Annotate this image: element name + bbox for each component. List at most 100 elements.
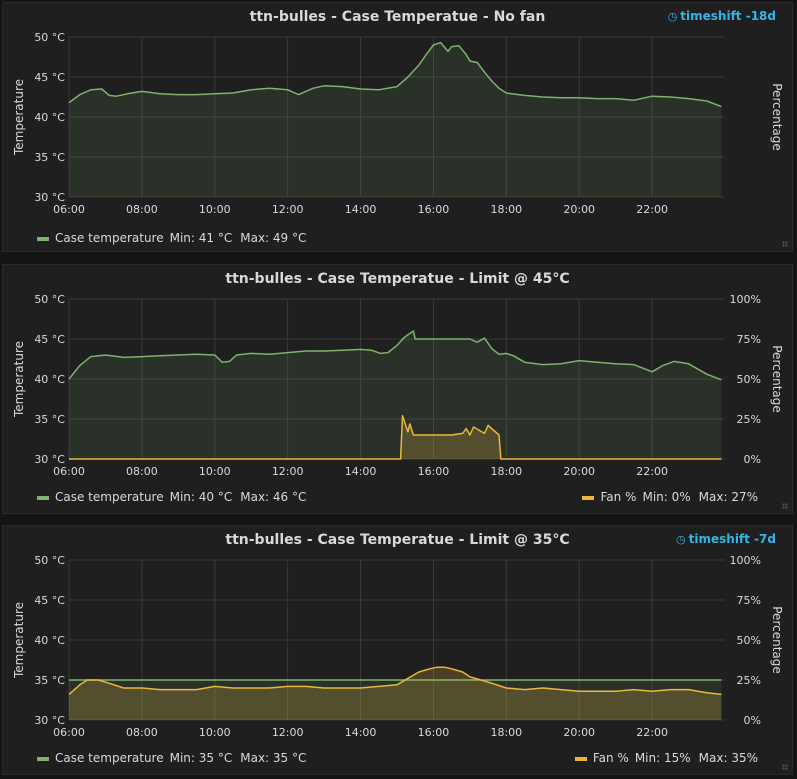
resize-handle[interactable]: [782, 764, 788, 770]
series-area-fan: [69, 667, 722, 720]
y-tick-label: 40 °C: [34, 111, 65, 124]
legend-fan-percent[interactable]: Fan % Min: 0% Max: 27%: [582, 490, 766, 504]
legend-max: Max: 35%: [698, 751, 758, 765]
y2-tick-label: 25%: [737, 413, 761, 426]
legend-min: Min: 41 °C: [169, 231, 233, 245]
y2-tick-label: 75%: [737, 594, 761, 607]
series-line-fan: [68, 666, 722, 696]
series-area-temperature: [69, 331, 722, 459]
x-tick-label: 22:00: [636, 726, 668, 739]
x-tick-label: 06:00: [53, 726, 85, 739]
x-tick-label: 12:00: [272, 726, 304, 739]
y-tick-label: 40 °C: [34, 373, 65, 386]
y2-tick-label: 75%: [737, 333, 761, 346]
legend-swatch: [574, 756, 587, 761]
legend-min: Min: 0%: [642, 490, 691, 504]
y2-axis-label: Percentage: [770, 606, 784, 674]
x-tick-label: 10:00: [199, 465, 231, 478]
y-tick-label: 35 °C: [34, 151, 65, 164]
legend-min: Min: 40 °C: [169, 490, 233, 504]
timeshift-badge: ◷ timeshift -7d: [676, 532, 776, 546]
y-tick-label: 50 °C: [34, 31, 65, 44]
legend-min: Min: 15%: [634, 751, 691, 765]
y-axis-label: Temperature: [12, 602, 26, 679]
x-tick-label: 18:00: [490, 726, 522, 739]
panel-title[interactable]: ttn-bulles - Case Temperatue - No fan: [249, 9, 546, 25]
y2-tick-label: 0%: [744, 714, 761, 727]
y-tick-label: 50 °C: [34, 293, 65, 306]
series-line-fan: [69, 415, 722, 460]
legend-series-name: Fan %: [600, 490, 637, 504]
chart-limit-45: 30 °C 35 °C 40 °C 45 °C 50 °C 0% 25% 50% 75% 100%…: [12, 293, 784, 478]
x-tick-label: 06:00: [53, 203, 85, 216]
timeshift-label: timeshift -7d: [688, 532, 776, 546]
panel-title[interactable]: ttn-bulles - Case Temperatue - Limit @ 4…: [225, 271, 570, 287]
x-tick-label: 18:00: [490, 203, 522, 216]
legend-series-name: Case temperature: [55, 490, 164, 504]
legend-max: Max: 35 °C: [240, 751, 307, 765]
x-tick-label: 20:00: [563, 465, 595, 478]
timeshift-badge: ◷ timeshift -18d: [668, 9, 776, 23]
x-tick-label: 12:00: [272, 465, 304, 478]
x-tick-label: 10:00: [199, 203, 231, 216]
legend-min: Min: 35 °C: [169, 751, 233, 765]
legend-swatch: [582, 495, 595, 500]
legend-series-name: Case temperature: [55, 231, 164, 245]
x-tick-label: 22:00: [636, 203, 668, 216]
x-tick-label: 16:00: [418, 465, 450, 478]
panel-limit-35: ttn-bulles - Case Temperatue - Limit @ 3…: [2, 525, 793, 775]
x-tick-label: 14:00: [345, 465, 377, 478]
timeshift-label: timeshift -18d: [680, 9, 776, 23]
resize-handle[interactable]: [782, 241, 788, 247]
legend-case-temperature[interactable]: Case temperature Min: 41 °C Max: 49 °C: [37, 231, 314, 245]
legend-max: Max: 27%: [698, 490, 758, 504]
legend-case-temperature[interactable]: Case temperature Min: 40 °C Max: 46 °C: [37, 490, 314, 504]
panel-title[interactable]: ttn-bulles - Case Temperatue - Limit @ 3…: [225, 532, 570, 548]
series-line-temperature: [68, 330, 722, 381]
x-tick-label: 20:00: [563, 726, 595, 739]
y2-axis-label: Percentage: [770, 345, 784, 413]
y2-tick-label: 100%: [730, 293, 761, 306]
y-tick-label: 35 °C: [34, 413, 65, 426]
clock-icon: ◷: [676, 533, 686, 546]
resize-handle[interactable]: [782, 503, 788, 509]
x-tick-label: 08:00: [126, 203, 158, 216]
y-tick-label: 45 °C: [34, 594, 65, 607]
y2-tick-label: 50%: [737, 634, 761, 647]
x-tick-label: 18:00: [490, 465, 522, 478]
x-tick-label: 10:00: [199, 726, 231, 739]
y-tick-label: 30 °C: [34, 453, 65, 466]
x-tick-label: 14:00: [345, 726, 377, 739]
series-area-temperature: [69, 42, 722, 197]
legend-fan-percent[interactable]: Fan % Min: 15% Max: 35%: [574, 751, 766, 765]
panel-limit-45: ttn-bulles - Case Temperatue - Limit @ 4…: [2, 264, 793, 514]
clock-icon: ◷: [667, 10, 678, 23]
legend-max: Max: 49 °C: [240, 231, 307, 245]
y-tick-label: 45 °C: [34, 71, 65, 84]
x-tick-label: 12:00: [272, 203, 304, 216]
legend-series-name: Fan %: [592, 751, 629, 765]
x-tick-label: 08:00: [126, 726, 158, 739]
legend-swatch: [37, 236, 49, 241]
y2-tick-label: 100%: [730, 554, 761, 567]
x-tick-label: 06:00: [53, 465, 85, 478]
y2-tick-label: 50%: [737, 373, 761, 386]
y-tick-label: 30 °C: [34, 191, 65, 204]
y-tick-label: 30 °C: [34, 714, 65, 727]
chart-no-fan: 30 °C 35 °C 40 °C 45 °C 50 °C 06:00 08:00 10:00…: [12, 31, 784, 216]
x-tick-label: 16:00: [418, 726, 450, 739]
legend-series-name: Case temperature: [55, 751, 164, 765]
y-tick-label: 40 °C: [34, 634, 65, 647]
legend-max: Max: 46 °C: [240, 490, 307, 504]
x-tick-label: 20:00: [563, 203, 595, 216]
y2-axis-label: Percentage: [770, 83, 784, 151]
x-tick-label: 14:00: [345, 203, 377, 216]
y2-tick-label: 0%: [744, 453, 761, 466]
series-line-temperature: [68, 41, 722, 108]
y-tick-label: 35 °C: [34, 674, 65, 687]
y2-tick-label: 25%: [737, 674, 761, 687]
legend-swatch: [37, 495, 49, 500]
legend-case-temperature[interactable]: Case temperature Min: 35 °C Max: 35 °C: [37, 751, 314, 765]
x-tick-label: 22:00: [636, 465, 668, 478]
y-tick-label: 50 °C: [34, 554, 65, 567]
